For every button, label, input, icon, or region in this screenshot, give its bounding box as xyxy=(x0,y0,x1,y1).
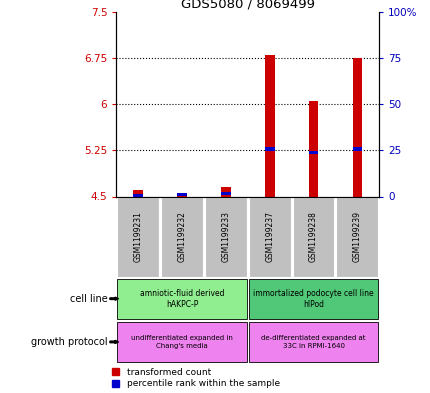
Bar xyxy=(221,187,230,196)
Text: de-differentiated expanded at
33C in RPMI-1640: de-differentiated expanded at 33C in RPM… xyxy=(261,335,365,349)
Bar xyxy=(221,192,230,195)
FancyBboxPatch shape xyxy=(117,196,159,277)
Bar xyxy=(133,193,143,197)
Text: cell line: cell line xyxy=(70,294,108,304)
Bar xyxy=(352,147,361,151)
Legend: transformed count, percentile rank within the sample: transformed count, percentile rank withi… xyxy=(112,368,279,389)
Bar xyxy=(133,190,143,196)
Text: GSM1199238: GSM1199238 xyxy=(308,211,317,262)
Bar xyxy=(352,58,361,196)
FancyBboxPatch shape xyxy=(204,196,246,277)
Bar xyxy=(264,55,274,196)
Bar xyxy=(308,101,318,196)
Text: GSM1199233: GSM1199233 xyxy=(221,211,230,262)
Bar xyxy=(177,193,187,196)
Text: immortalized podocyte cell line
hIPod: immortalized podocyte cell line hIPod xyxy=(253,288,373,309)
Bar xyxy=(177,193,187,196)
Text: GSM1199239: GSM1199239 xyxy=(352,211,361,262)
Text: GSM1199237: GSM1199237 xyxy=(264,211,273,262)
FancyBboxPatch shape xyxy=(117,279,246,319)
Title: GDS5080 / 8069499: GDS5080 / 8069499 xyxy=(181,0,314,11)
FancyBboxPatch shape xyxy=(248,279,378,319)
Bar xyxy=(308,151,318,154)
FancyBboxPatch shape xyxy=(161,196,203,277)
FancyBboxPatch shape xyxy=(117,322,246,362)
Text: GSM1199231: GSM1199231 xyxy=(133,211,142,262)
FancyBboxPatch shape xyxy=(292,196,334,277)
Text: amniotic-fluid derived
hAKPC-P: amniotic-fluid derived hAKPC-P xyxy=(139,288,224,309)
Text: GSM1199232: GSM1199232 xyxy=(177,211,186,262)
FancyBboxPatch shape xyxy=(335,196,378,277)
FancyBboxPatch shape xyxy=(248,196,290,277)
Text: growth protocol: growth protocol xyxy=(31,337,107,347)
Text: undifferentiated expanded in
Chang's media: undifferentiated expanded in Chang's med… xyxy=(131,335,233,349)
Bar xyxy=(264,147,274,151)
FancyBboxPatch shape xyxy=(248,322,378,362)
